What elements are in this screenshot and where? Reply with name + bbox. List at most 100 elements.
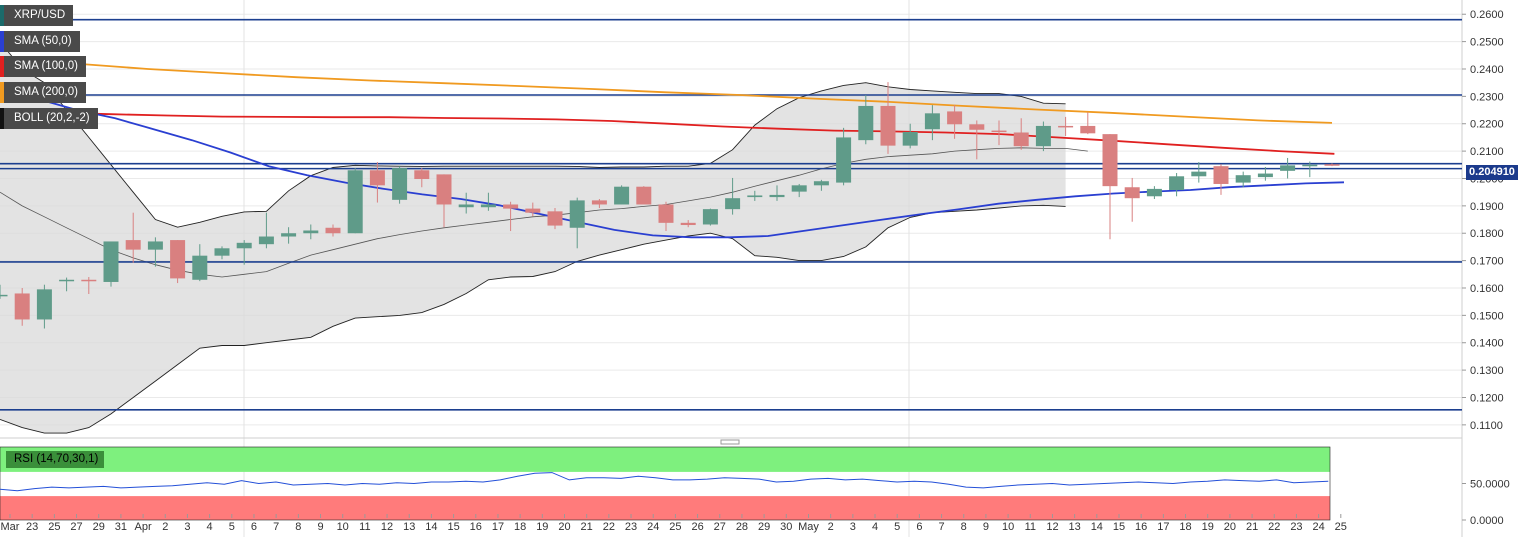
bullish-candle (1169, 173, 1185, 197)
bullish-candle (1257, 166, 1273, 181)
price-tick-label: 0.1100 (1470, 420, 1503, 432)
date-tick-label: 6 (916, 521, 922, 533)
candle-body (1102, 134, 1118, 187)
price-tick-label: 0.1300 (1470, 365, 1504, 377)
candle-body (569, 200, 585, 228)
price-tick-label: 0.1400 (1470, 338, 1504, 350)
candle-body (947, 111, 963, 125)
bullish-candle (614, 185, 630, 205)
rsi-oversold-zone (0, 496, 1330, 520)
bullish-candle (1035, 121, 1051, 152)
candle-body (1191, 171, 1207, 177)
candle-body (1280, 165, 1296, 171)
date-tick-label: 17 (1157, 521, 1169, 533)
candle-body (214, 248, 230, 256)
date-tick-label: 27 (70, 521, 82, 533)
candles-group (0, 82, 1340, 329)
candle-body (325, 227, 341, 234)
date-tick-label: 11 (359, 521, 370, 533)
date-tick-label: 13 (1069, 521, 1081, 533)
candle-body (125, 240, 141, 250)
candle-body (258, 236, 274, 245)
bullish-candle (836, 127, 852, 186)
date-tick-label: 28 (736, 521, 748, 533)
candle-body (813, 181, 829, 186)
bearish-candle (880, 82, 896, 154)
date-tick-label: 5 (229, 521, 235, 533)
candle-body (1235, 175, 1251, 183)
bearish-candle (658, 201, 674, 232)
legend-sma200[interactable]: SMA (200,0) (0, 82, 86, 103)
bearish-candle (636, 186, 652, 205)
candle-body (591, 200, 607, 205)
price-tick-label: 0.2200 (1470, 119, 1504, 131)
rsi-panel-frame (0, 446, 1331, 521)
legend-sma100-label: SMA (100,0) (14, 60, 78, 72)
bearish-candle (369, 162, 385, 203)
candle-body (858, 105, 874, 141)
bullish-candle (1146, 186, 1162, 200)
date-tick-label: 20 (1224, 521, 1236, 533)
candle-body (1302, 164, 1318, 167)
date-tick-label: 23 (625, 521, 637, 533)
candle-body (59, 279, 75, 282)
bullish-candle (303, 224, 319, 240)
candle-body (725, 198, 741, 210)
date-tick-label: Apr (135, 521, 152, 533)
date-tick-label: 25 (1335, 521, 1347, 533)
price-tick-label: 0.2500 (1470, 37, 1504, 49)
current-price-tag: 0.204910 (1466, 165, 1518, 180)
bullish-candle (458, 192, 474, 214)
bearish-candle (81, 277, 97, 295)
bearish-candle (1102, 134, 1118, 240)
candle-body (1257, 173, 1273, 178)
candle-body (0, 294, 8, 297)
bearish-candle (503, 201, 519, 232)
panel-resize-handle (720, 439, 740, 445)
bullish-candle (103, 241, 119, 287)
price-tick-label: 0.2600 (1470, 9, 1504, 21)
date-tick-label: 14 (1091, 521, 1103, 533)
date-tick-label: 17 (492, 521, 504, 533)
rsi-tick-label: 50.0000 (1470, 479, 1510, 491)
price-tick-label: 0.1700 (1470, 256, 1504, 268)
date-tick-label: 13 (403, 521, 415, 533)
legend-sma100[interactable]: SMA (100,0) (0, 56, 86, 77)
date-tick-label: 25 (48, 521, 60, 533)
date-tick-label: 27 (714, 521, 726, 533)
bullish-candle (924, 105, 940, 141)
legend-sma50[interactable]: SMA (50,0) (0, 31, 80, 52)
legend-rsi[interactable]: RSI (14,70,30,1) (6, 451, 105, 468)
price-tick-label: 0.2400 (1470, 64, 1504, 76)
candle-body (14, 293, 30, 320)
candle-body (969, 124, 985, 130)
bollinger-band-fill (0, 41, 1066, 434)
candle-body (503, 204, 519, 209)
date-tick-label: 10 (1002, 521, 1014, 533)
date-tick-label: 30 (780, 521, 792, 533)
bullish-candle (147, 237, 163, 267)
date-tick-label: 6 (251, 521, 257, 533)
candle-body (1013, 132, 1029, 147)
legend-pair[interactable]: XRP/USD (0, 5, 74, 26)
bearish-candle (414, 168, 430, 188)
legend-sma50-label: SMA (50,0) (14, 35, 72, 47)
bullish-candle (347, 168, 363, 234)
candle-body (170, 240, 186, 279)
date-tick-label: 24 (647, 521, 659, 533)
candle-body (1146, 188, 1162, 197)
sma100-swatch (0, 56, 4, 77)
legend-sma200-label: SMA (200,0) (14, 86, 78, 98)
sma50-swatch (0, 31, 4, 52)
date-tick-label: 2 (828, 521, 834, 533)
date-tick-label: 4 (207, 521, 213, 533)
bullish-candle (214, 246, 230, 260)
date-tick-label: 4 (872, 521, 878, 533)
date-tick-label: 3 (184, 521, 190, 533)
date-tick-label: 18 (514, 521, 526, 533)
bearish-candle (1213, 164, 1229, 195)
bullish-candle (1235, 171, 1251, 188)
bullish-candle (769, 185, 785, 201)
candle-body (1169, 176, 1185, 190)
legend-boll[interactable]: BOLL (20,2,-2) (0, 108, 98, 129)
